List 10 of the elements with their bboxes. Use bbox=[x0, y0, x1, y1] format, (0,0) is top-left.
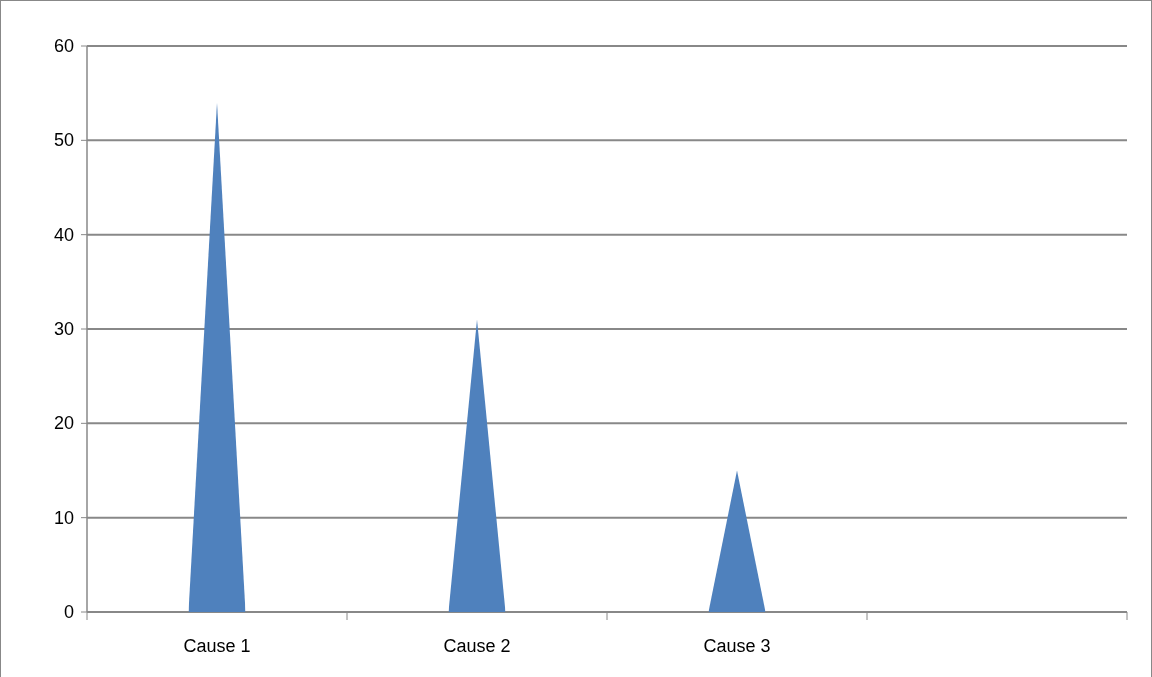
x-tick-label: Cause 2 bbox=[443, 636, 511, 656]
y-tick-label: 30 bbox=[53, 319, 74, 339]
x-tick-label: Cause 1 bbox=[183, 636, 251, 656]
y-tick-label: 20 bbox=[53, 413, 74, 434]
y-tick-label: 0 bbox=[63, 602, 74, 622]
x-tick-label: Cause 3 bbox=[703, 636, 771, 656]
y-tick-label: 50 bbox=[53, 130, 74, 151]
y-tick-label: 10 bbox=[53, 507, 74, 528]
y-tick-label: 60 bbox=[53, 36, 74, 56]
y-tick-label: 40 bbox=[53, 224, 74, 245]
